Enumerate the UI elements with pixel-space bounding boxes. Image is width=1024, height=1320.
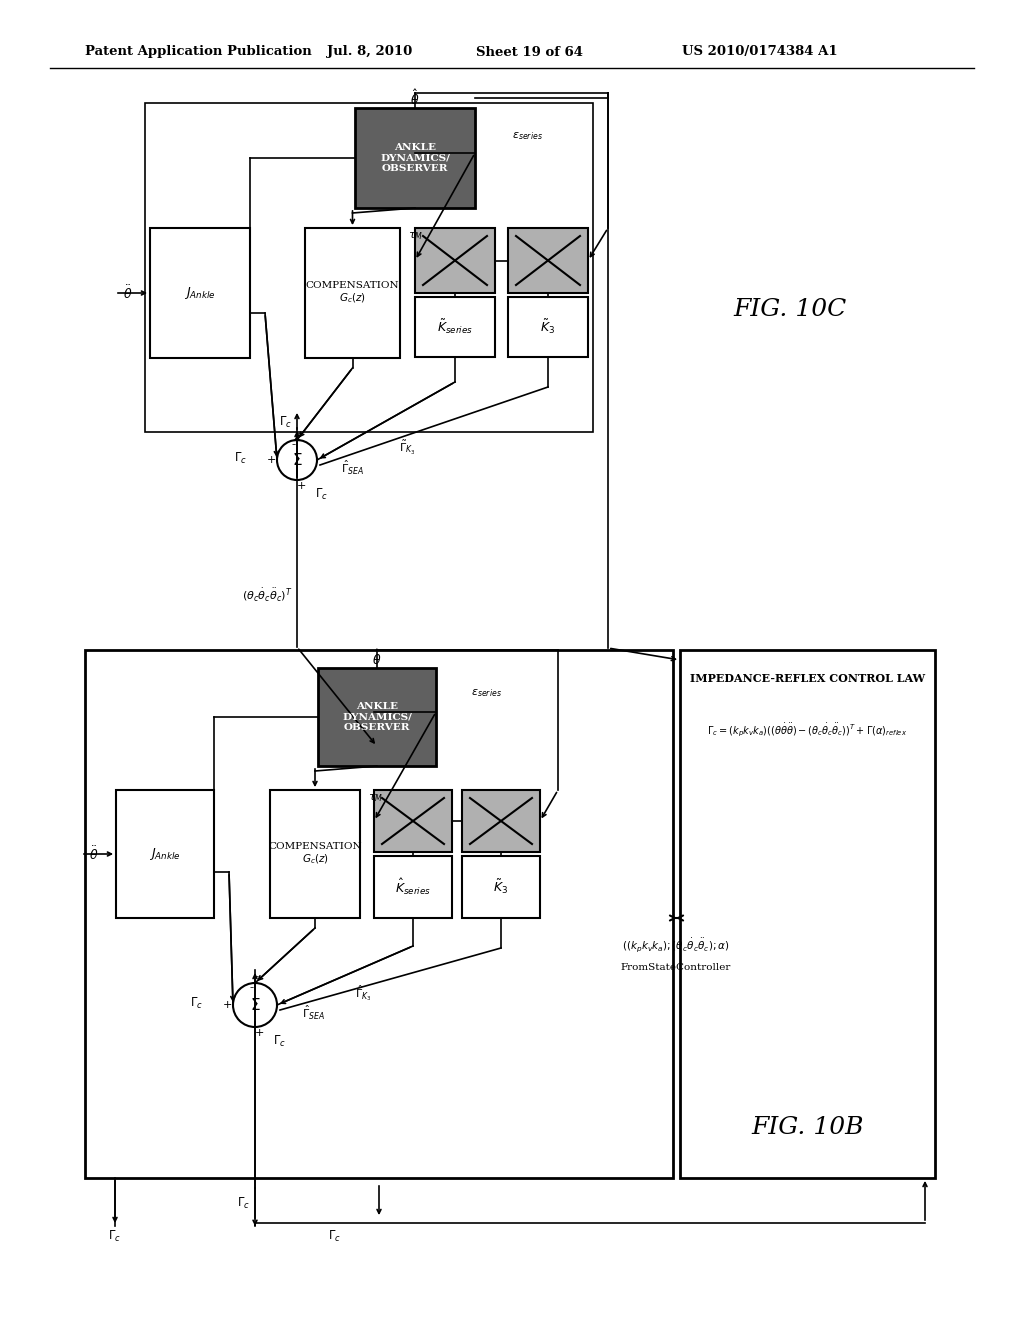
Text: $\Gamma_c$: $\Gamma_c$ [237,1196,250,1210]
Text: $\tilde{\Gamma}_{K_3}$: $\tilde{\Gamma}_{K_3}$ [398,440,415,457]
Text: $\hat{\theta}$: $\hat{\theta}$ [373,648,382,668]
Bar [145,103,593,432]
Text: $(\theta_c\dot{\theta}_c\ddot{\theta}_c)^T$: $(\theta_c\dot{\theta}_c\ddot{\theta}_c)… [242,586,292,603]
Text: $\Gamma_c$: $\Gamma_c$ [315,487,328,502]
Text: $\hat{\Gamma}_{SEA}$: $\hat{\Gamma}_{SEA}$ [341,459,364,477]
Text: $\hat{\Gamma}_{K_3}$: $\hat{\Gamma}_{K_3}$ [354,983,372,1003]
Text: $\tilde{K}_3$: $\tilde{K}_3$ [494,878,509,896]
Text: ANKLE
DYNAMICS/
OBSERVER: ANKLE DYNAMICS/ OBSERVER [342,702,412,731]
Text: COMPENSATION
$G_c(z)$: COMPENSATION $G_c(z)$ [306,281,399,305]
Text: Sheet 19 of 64: Sheet 19 of 64 [476,45,584,58]
Text: $\hat{\theta}$: $\hat{\theta}$ [411,88,420,107]
Text: $\hat{\Gamma}_{SEA}$: $\hat{\Gamma}_{SEA}$ [301,1005,325,1022]
Text: $\Gamma_c$: $\Gamma_c$ [279,414,292,429]
Bar [508,297,588,356]
Text: -: - [250,982,254,994]
Bar [415,297,495,356]
Text: $\ddot{\theta}$: $\ddot{\theta}$ [123,284,132,302]
Text: $J_{Ankle}$: $J_{Ankle}$ [150,846,181,862]
Text: $\varepsilon_{series}$: $\varepsilon_{series}$ [471,688,502,698]
Bar [318,668,436,766]
Bar [462,855,540,917]
Text: ANKLE
DYNAMICS/
OBSERVER: ANKLE DYNAMICS/ OBSERVER [380,143,450,173]
Text: +: + [254,1028,264,1038]
Text: -: - [297,428,301,441]
Text: IMPEDANCE-REFLEX CONTROL LAW: IMPEDANCE-REFLEX CONTROL LAW [690,672,925,684]
Text: Patent Application Publication: Patent Application Publication [85,45,311,58]
Text: $\Sigma$: $\Sigma$ [250,997,260,1012]
Text: FIG. 10C: FIG. 10C [733,298,847,322]
Text: FIG. 10B: FIG. 10B [752,1117,864,1139]
Text: $\Gamma_c$: $\Gamma_c$ [329,1229,342,1243]
Text: $\Gamma_c$: $\Gamma_c$ [109,1229,122,1243]
Text: -: - [292,438,296,451]
Text: $\varepsilon_{series}$: $\varepsilon_{series}$ [512,131,543,143]
Bar [462,789,540,851]
Bar [305,228,400,358]
Text: COMPENSATION
$G_c(z)$: COMPENSATION $G_c(z)$ [268,842,361,866]
Bar [680,649,935,1177]
Text: $\tau_M$: $\tau_M$ [368,792,383,804]
Text: $\ddot{\theta}$: $\ddot{\theta}$ [89,845,98,863]
Text: +: + [266,455,275,465]
Bar [85,649,673,1177]
Text: $\Gamma_c = (k_pk_vk_a)((\theta\dot{\theta}\ddot{\theta}) - (\theta_c\dot{\theta: $\Gamma_c = (k_pk_vk_a)((\theta\dot{\the… [708,721,907,739]
Text: $\hat{K}_{series}$: $\hat{K}_{series}$ [395,876,431,898]
Text: $\tilde{K}_3$: $\tilde{K}_3$ [541,318,556,337]
Bar [270,789,360,917]
Text: $\tau_M$: $\tau_M$ [408,230,423,242]
Text: $J_{Ankle}$: $J_{Ankle}$ [184,285,216,301]
Text: Jul. 8, 2010: Jul. 8, 2010 [328,45,413,58]
Bar [508,228,588,293]
Bar [355,108,475,209]
Text: $\tilde{K}_{series}$: $\tilde{K}_{series}$ [437,318,473,337]
Text: $\Sigma$: $\Sigma$ [292,451,302,469]
Text: $((k_pk_vk_a); (\theta_c\dot{\theta}_c\ddot{\theta}_c); \alpha)$: $((k_pk_vk_a); (\theta_c\dot{\theta}_c\d… [623,936,730,954]
Bar [374,789,452,851]
Bar [374,855,452,917]
Text: +: + [296,480,306,491]
Text: $\Gamma_c$: $\Gamma_c$ [189,995,203,1011]
Text: FromStateController: FromStateController [621,964,731,973]
Text: $\Gamma_c$: $\Gamma_c$ [273,1034,286,1048]
Text: $\Gamma_c$: $\Gamma_c$ [233,450,247,466]
Bar [150,228,250,358]
Bar [415,228,495,293]
Text: -: - [255,970,259,983]
Bar [116,789,214,917]
Text: +: + [222,1001,231,1010]
Text: US 2010/0174384 A1: US 2010/0174384 A1 [682,45,838,58]
